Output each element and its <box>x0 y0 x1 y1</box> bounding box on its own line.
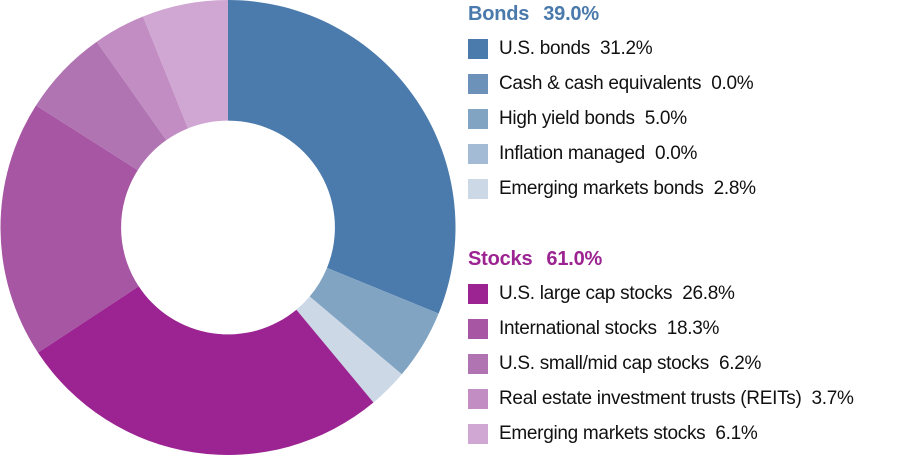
donut-chart <box>0 0 456 455</box>
swatch-us-bonds <box>468 38 488 59</box>
donut-chart-container <box>0 0 456 455</box>
donut-slice-2 <box>309 267 439 375</box>
legend-item-cash: Cash & cash equivalents 0.0% <box>468 66 898 101</box>
legend-header-bonds: Bonds 39.0% <box>468 3 898 26</box>
legend-group-stocks: Stocks 61.0% U.S. large cap stocks 26.8% … <box>468 248 898 451</box>
legend-item-high-yield-bonds: High yield bonds 5.0% <box>468 101 898 136</box>
swatch-us-large-cap-stocks <box>468 283 488 304</box>
legend-label: U.S. bonds <box>499 37 590 59</box>
swatch-international-stocks <box>468 318 488 339</box>
legend-value: 5.0% <box>644 107 687 129</box>
legend-label: U.S. small/mid cap stocks <box>499 352 709 374</box>
swatch-emerging-markets-bonds <box>468 178 488 199</box>
donut-slice-5 <box>37 286 374 455</box>
swatch-inflation-managed <box>468 143 488 164</box>
legend-value: 0.0% <box>711 72 754 94</box>
legend-item-emerging-markets-bonds: Emerging markets bonds 2.8% <box>468 171 898 206</box>
legend-value: 6.2% <box>719 352 762 374</box>
swatch-high-yield-bonds <box>468 108 488 129</box>
swatch-emerging-markets-stocks <box>468 423 488 444</box>
stocks-group-value: 61.0% <box>546 248 603 270</box>
legend-label: High yield bonds <box>499 107 635 129</box>
legend-value: 18.3% <box>666 317 720 339</box>
legend-item-us-large-cap-stocks: U.S. large cap stocks 26.8% <box>468 276 898 311</box>
legend-value: 2.8% <box>713 177 756 199</box>
donut-slice-9 <box>143 0 228 129</box>
legend-item-us-bonds: U.S. bonds 31.2% <box>468 31 898 66</box>
donut-slice-8 <box>96 16 189 141</box>
donut-slice-7 <box>36 41 167 171</box>
legend-label: Emerging markets bonds <box>499 177 704 199</box>
swatch-cash <box>468 73 488 94</box>
legend-label: Inflation managed <box>499 142 645 164</box>
legend-value: 0.0% <box>654 142 698 164</box>
legend-item-reits: Real estate investment trusts (REITs) 3.… <box>468 381 898 416</box>
swatch-us-small-mid-cap-stocks <box>468 353 488 374</box>
swatch-reits <box>468 388 488 409</box>
legend-item-inflation-managed: Inflation managed 0.0% <box>468 136 898 171</box>
legend-value: 26.8% <box>682 282 735 304</box>
legend-header-stocks: Stocks 61.0% <box>468 248 898 271</box>
bonds-group-value: 39.0% <box>543 3 599 25</box>
legend-item-international-stocks: International stocks 18.3% <box>468 311 898 346</box>
legend-value: 6.1% <box>715 422 758 444</box>
legend-item-emerging-markets-stocks: Emerging markets stocks 6.1% <box>468 416 898 451</box>
bonds-group-label: Bonds <box>468 3 530 25</box>
legend-label: Emerging markets stocks <box>499 422 706 444</box>
donut-slice-0 <box>228 0 456 314</box>
legend-value: 3.7% <box>811 387 854 409</box>
legend-label: Real estate investment trusts (REITs) <box>499 387 802 409</box>
legend-label: International stocks <box>499 317 657 339</box>
stocks-group-label: Stocks <box>468 248 533 270</box>
legend-label: Cash & cash equivalents <box>499 72 702 94</box>
donut-slice-6 <box>0 105 139 353</box>
legend-group-bonds: Bonds 39.0% U.S. bonds 31.2% Cash & cash … <box>468 3 898 206</box>
donut-slice-4 <box>296 296 402 403</box>
legend-label: U.S. large cap stocks <box>499 282 673 304</box>
chart-legend: Bonds 39.0% U.S. bonds 31.2% Cash & cash … <box>468 0 898 451</box>
legend-value: 31.2% <box>600 37 653 59</box>
legend-item-us-small-mid-cap-stocks: U.S. small/mid cap stocks 6.2% <box>468 346 898 381</box>
